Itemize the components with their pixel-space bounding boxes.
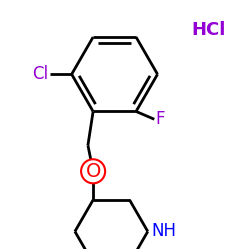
Text: NH: NH [151, 222, 176, 240]
Text: HCl: HCl [191, 21, 226, 39]
Text: O: O [86, 162, 101, 181]
Text: F: F [156, 110, 165, 128]
Text: Cl: Cl [32, 65, 48, 83]
